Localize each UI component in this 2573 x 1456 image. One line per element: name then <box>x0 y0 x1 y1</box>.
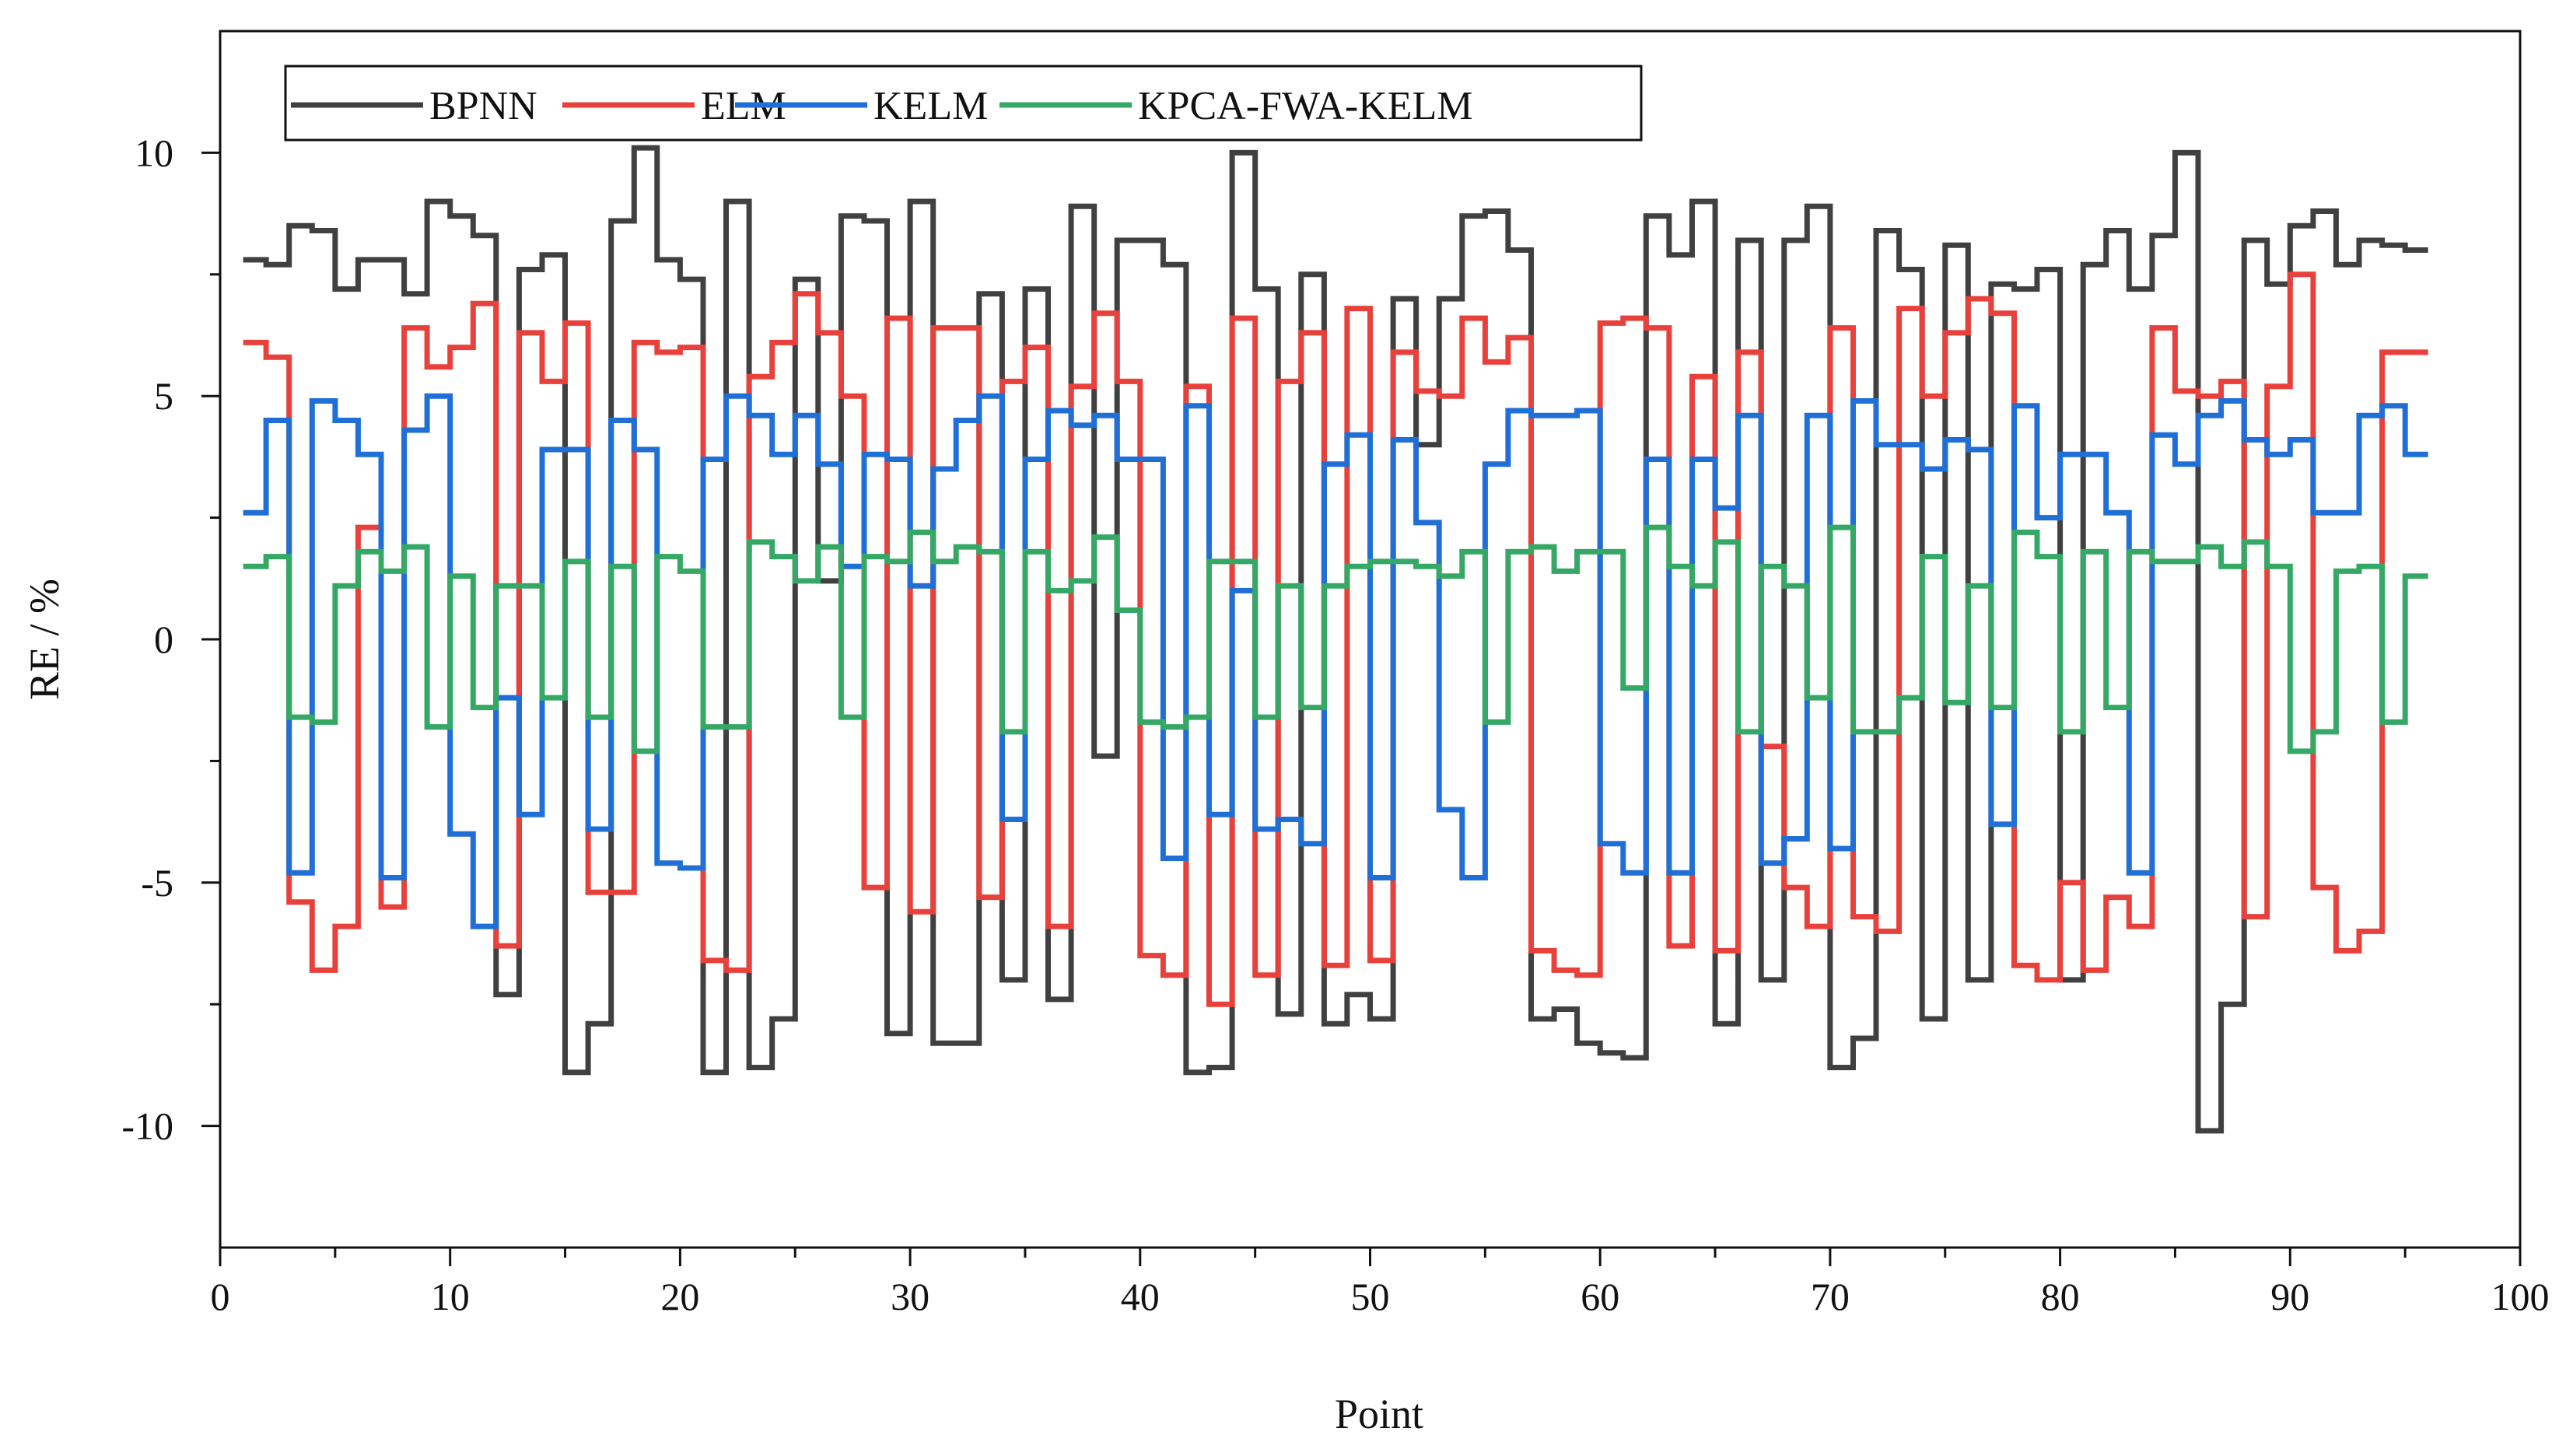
x-tick-label: 20 <box>660 1275 699 1318</box>
x-tick-label: 90 <box>2270 1275 2309 1318</box>
legend-label-bpnn: BPNN <box>429 84 537 128</box>
x-tick-label: 0 <box>211 1275 230 1318</box>
x-tick-label: 60 <box>1581 1275 1619 1318</box>
series-line-elm <box>243 271 2428 1007</box>
x-tick-label: 10 <box>431 1275 470 1318</box>
legend-label-kelm: KELM <box>873 84 988 128</box>
y-axis-title: RE / % <box>21 579 68 700</box>
x-axis-title: Point <box>1335 1391 1423 1437</box>
y-tick-label: -10 <box>121 1104 173 1148</box>
legend-label-kpca-fwa-kelm: KPCA-FWA-KELM <box>1138 84 1472 128</box>
series-line-kelm <box>243 393 2428 929</box>
series-line-bpnn <box>243 145 2428 1134</box>
x-tick-label: 70 <box>1811 1275 1850 1318</box>
y-tick-label: 10 <box>135 131 173 174</box>
x-tick-label: 30 <box>891 1275 929 1318</box>
series-group <box>243 145 2428 1134</box>
legend-box <box>284 65 1643 142</box>
y-tick-label: 0 <box>154 618 173 661</box>
x-tick-label: 80 <box>2041 1275 2080 1318</box>
legend: BPNN ELM KELM KPCA-FWA-KELM <box>284 65 1643 142</box>
x-tick-label: 40 <box>1121 1275 1160 1318</box>
series-line-kpca-fwa-kelm <box>243 524 2428 754</box>
x-tick-label: 50 <box>1351 1275 1390 1318</box>
y-tick-label: -5 <box>141 861 173 905</box>
x-tick-label: 100 <box>2491 1275 2550 1318</box>
axes-group: 0 10 20 30 40 50 60 70 80 90 100 -10 -5 0 5 10 <box>121 131 2549 1318</box>
y-tick-label: 5 <box>154 374 173 418</box>
